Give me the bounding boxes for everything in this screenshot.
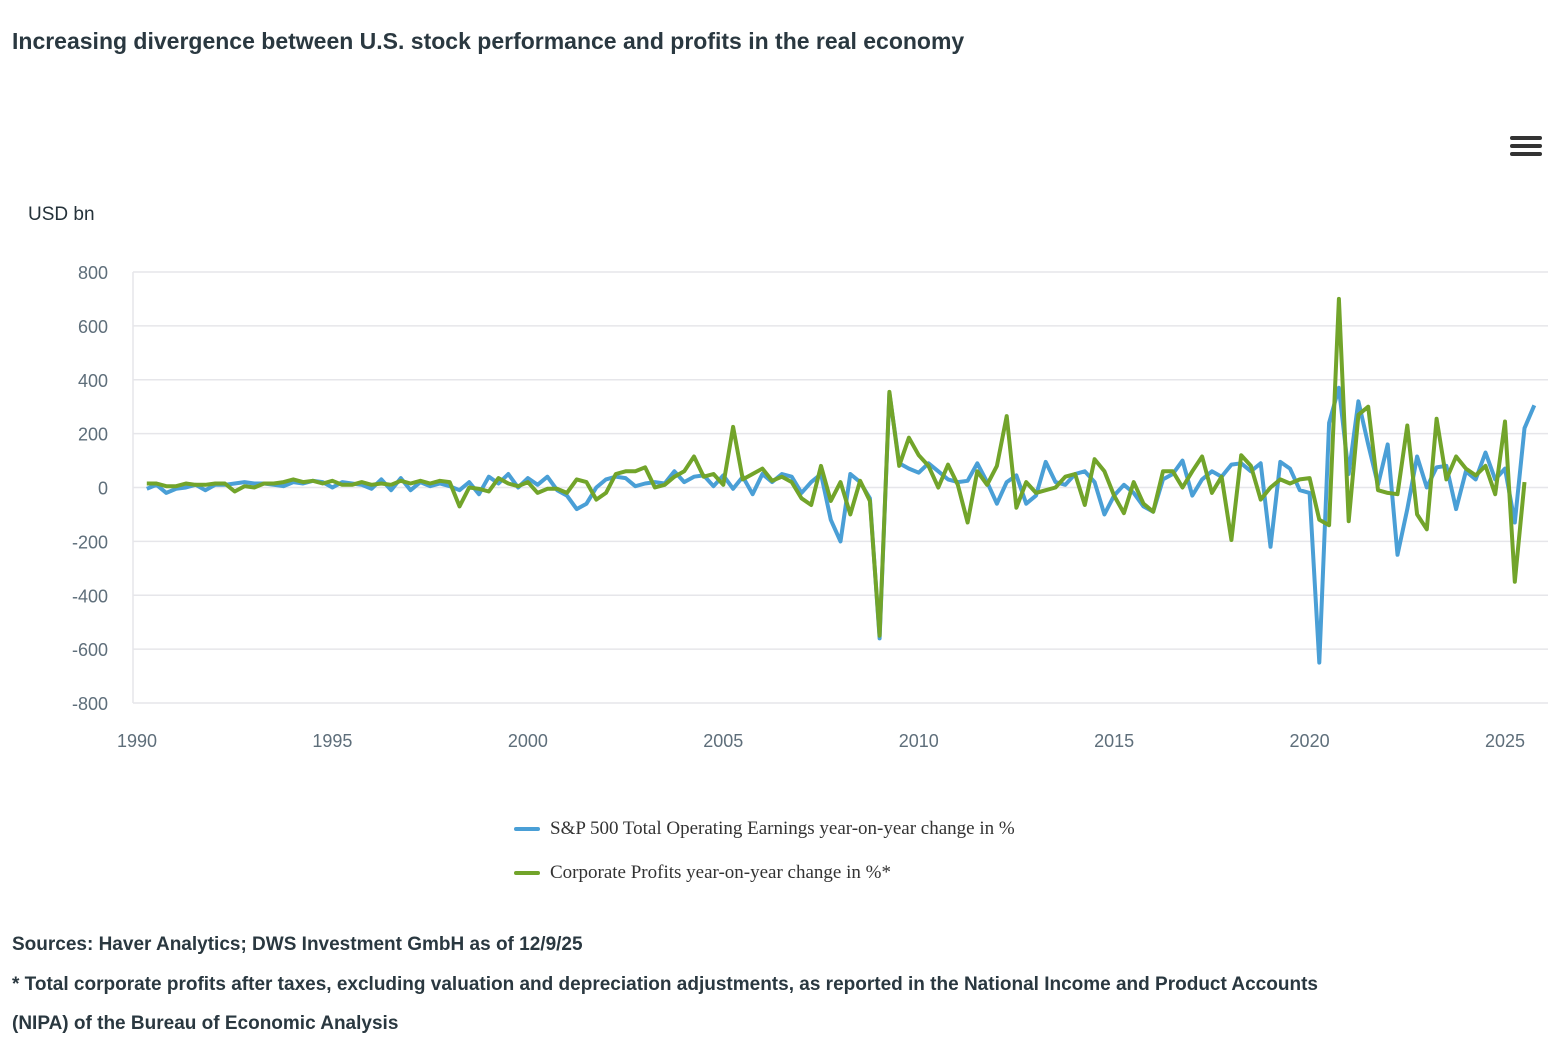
y-tick-label: 200 [78,425,108,445]
y-tick-label: 400 [78,371,108,391]
x-tick-label: 2020 [1290,731,1330,751]
x-tick-label: 2010 [899,731,939,751]
legend-label-sp500: S&P 500 Total Operating Earnings year-on… [550,818,1015,839]
legend-label-corporate-profits: Corporate Profits year-on-year change in… [550,862,891,883]
y-tick-label: -400 [72,586,108,606]
x-tick-label: 2000 [508,731,548,751]
y-tick-label: -600 [72,640,108,660]
sources-note: Sources: Haver Analytics; DWS Investment… [12,934,583,955]
legend-swatch-sp500 [514,827,540,831]
y-tick-label: 0 [98,479,108,499]
legend-item-sp500[interactable]: S&P 500 Total Operating Earnings year-on… [514,818,1015,840]
x-tick-label: 2015 [1094,731,1134,751]
y-axis-label: USD bn [28,204,95,225]
legend-item-corporate-profits[interactable]: Corporate Profits year-on-year change in… [514,862,891,884]
hamburger-menu-icon[interactable] [1510,136,1542,160]
series-line-corporate-profits [146,296,1527,638]
x-tick-label: 1990 [117,731,157,751]
x-tick-label: 2005 [703,731,743,751]
footnote-line-2: (NIPA) of the Bureau of Economic Analysi… [12,1013,399,1034]
chart-title: Increasing divergence between U.S. stock… [12,28,965,54]
y-tick-label: 800 [78,263,108,283]
x-tick-label: 1995 [312,731,352,751]
y-tick-label: 600 [78,317,108,337]
legend-swatch-corporate-profits [514,871,540,875]
y-tick-label: -200 [72,532,108,552]
x-tick-label: 2025 [1485,731,1525,751]
y-tick-label: -800 [72,694,108,714]
footnote-line-1: * Total corporate profits after taxes, e… [12,974,1318,995]
